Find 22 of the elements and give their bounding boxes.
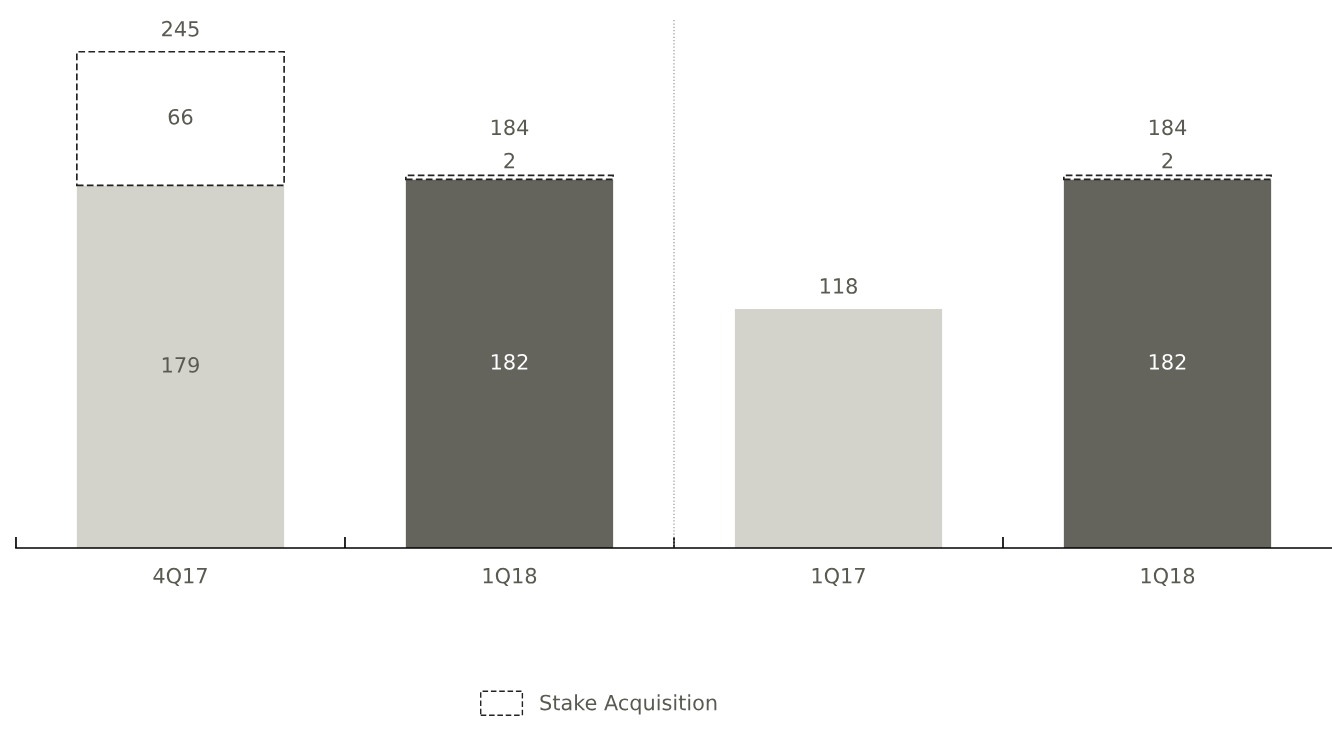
data-label: 182 <box>491 353 528 370</box>
legend-label: Stake Acquisition <box>540 694 717 715</box>
bar <box>1063 174 1272 181</box>
bar <box>1063 179 1272 548</box>
bar <box>405 179 614 548</box>
data-label: 66 <box>168 108 193 125</box>
data-label: 2 <box>504 152 515 169</box>
data-label: 2 <box>1162 152 1173 169</box>
total-label: 184 <box>1149 119 1187 136</box>
bar <box>405 174 614 181</box>
total-label: 118 <box>820 278 857 294</box>
x-tick-label: 1Q17 <box>812 567 865 586</box>
data-label: 182 <box>1149 353 1186 370</box>
x-tick-label: 4Q17 <box>153 567 207 586</box>
bar <box>76 50 285 187</box>
x-tick-label: 1Q18 <box>1141 567 1195 586</box>
total-label: 245 <box>162 20 199 37</box>
total-label: 184 <box>491 119 529 136</box>
data-label: 179 <box>162 357 199 373</box>
bar <box>734 309 943 548</box>
bar <box>76 185 285 548</box>
x-tick-label: 1Q18 <box>483 567 537 586</box>
